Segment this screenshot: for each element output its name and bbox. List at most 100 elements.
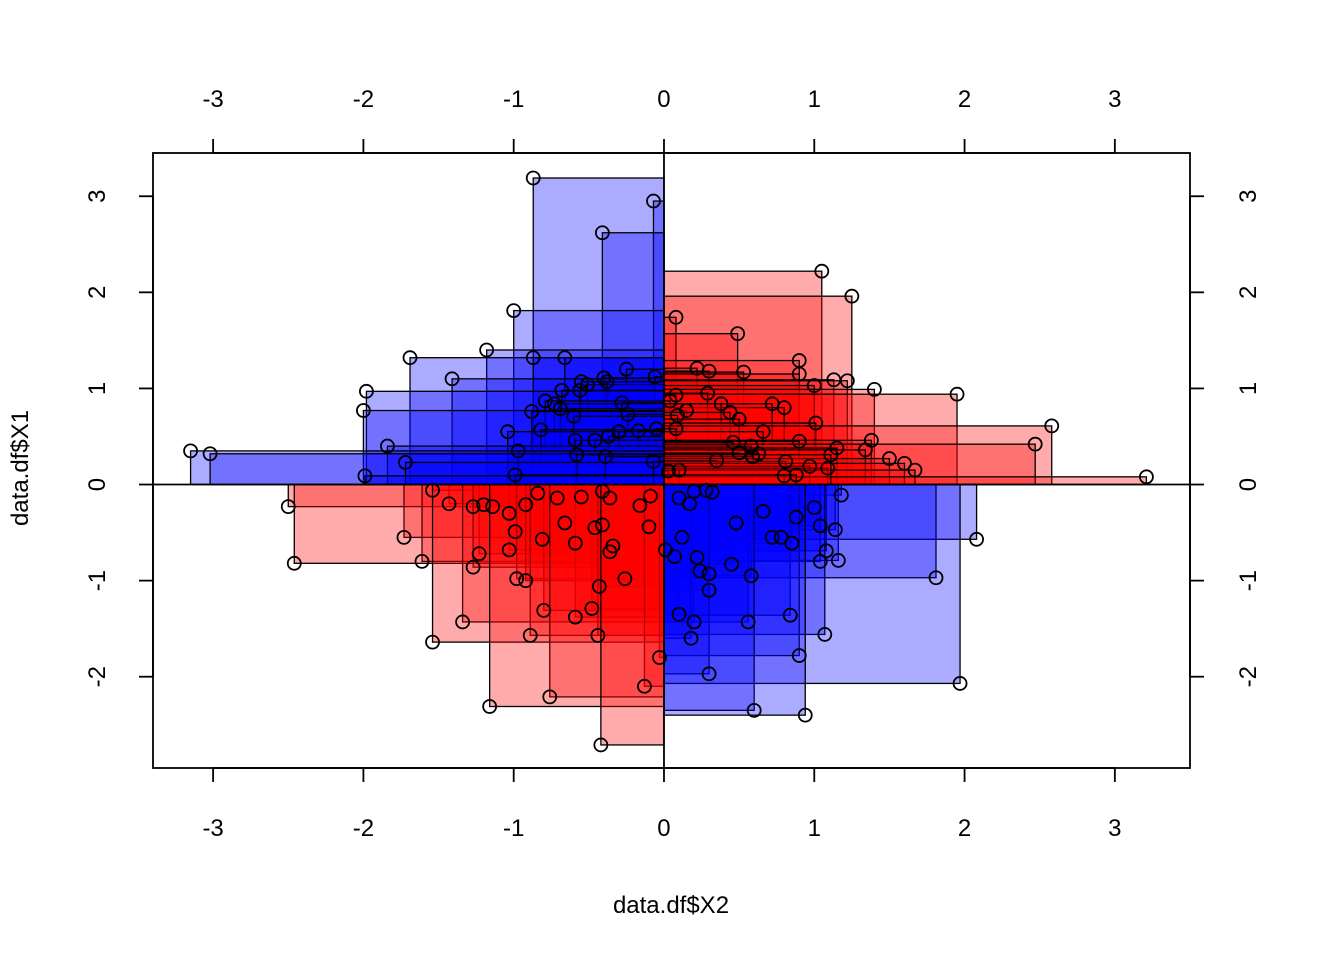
covariance-rect (574, 483, 665, 618)
covariance-rect (663, 483, 961, 685)
data-point (530, 485, 546, 501)
data-point (444, 371, 460, 387)
data-point (507, 467, 523, 483)
data-point (425, 634, 440, 650)
covariance-rect (591, 483, 665, 610)
data-point (471, 546, 487, 562)
data-point (455, 614, 470, 630)
covariance-rect (576, 454, 665, 486)
data-point (507, 524, 523, 540)
data-point (617, 571, 633, 587)
x-tick-label-top: 0 (657, 86, 670, 113)
data-point (679, 403, 694, 418)
data-point (683, 630, 699, 646)
x-tick-label-top: -1 (503, 86, 524, 113)
data-point (797, 707, 813, 723)
data-point (928, 570, 944, 586)
data-point (788, 509, 804, 525)
x-tick-label-bottom: 2 (958, 815, 971, 842)
x-tick-label-top: 1 (808, 86, 821, 113)
data-point (817, 627, 833, 642)
data-point (692, 563, 708, 579)
covariance-rect (488, 483, 665, 708)
data-point (587, 432, 603, 448)
data-point (686, 483, 702, 499)
covariance-rect (529, 483, 665, 637)
data-point (788, 467, 804, 483)
data-point (476, 497, 492, 513)
data-point (1044, 418, 1060, 434)
data-point (746, 702, 762, 718)
data-point (597, 449, 613, 465)
data-point (671, 606, 687, 622)
data-point (823, 447, 839, 463)
data-point (866, 381, 882, 397)
data-point (701, 582, 717, 598)
data-point (755, 504, 771, 519)
data-point (808, 415, 824, 431)
data-point (839, 373, 855, 389)
data-point (1027, 436, 1043, 452)
data-point (280, 499, 296, 515)
data-point (356, 403, 371, 418)
data-point (782, 607, 798, 623)
data-point (402, 350, 418, 366)
data-point (619, 361, 634, 377)
data-point (755, 424, 771, 440)
data-point (641, 519, 657, 535)
data-point (844, 288, 860, 304)
data-point (485, 499, 501, 515)
data-point (599, 374, 615, 390)
covariance-rect (663, 443, 1036, 486)
data-point (682, 496, 697, 512)
data-point (661, 463, 676, 479)
y-tick-label-left: -1 (84, 570, 111, 591)
data-point (357, 468, 373, 484)
y-tick-label-left: 3 (84, 190, 111, 203)
data-point (791, 433, 807, 449)
data-point (524, 404, 540, 419)
data-point (620, 406, 636, 422)
data-point (713, 396, 729, 412)
covariance-rect (609, 483, 665, 553)
data-point (646, 454, 661, 469)
data-point (533, 422, 549, 438)
x-tick-label-bottom: -3 (202, 815, 223, 842)
axes: -3 -3 -2 -2 -1 -1 0 0 1 1 2 2 3 3 -2 -2 -1 -1 0 0 1 1 2 2 3 3 (84, 86, 1262, 842)
covariance-rect (663, 483, 836, 531)
x-tick-label-bottom: 1 (808, 815, 821, 842)
covariance-rect (364, 475, 665, 486)
data-point (557, 515, 573, 531)
data-point (791, 366, 807, 382)
data-point (806, 378, 822, 393)
data-points (183, 170, 1154, 753)
x-tick-label-bottom: -1 (503, 815, 524, 842)
data-point (857, 442, 873, 458)
data-point (465, 559, 481, 575)
x-tick-label-top: 3 (1108, 86, 1121, 113)
data-point (587, 520, 603, 536)
data-point (731, 445, 747, 461)
data-point (778, 454, 794, 469)
data-point (745, 449, 761, 465)
data-point (506, 303, 522, 318)
data-point (591, 578, 607, 594)
data-point (827, 522, 843, 538)
data-point (202, 446, 218, 462)
data-point (701, 363, 717, 379)
x-tick-label-top: -3 (202, 86, 223, 113)
data-point (510, 443, 526, 459)
data-point (764, 529, 780, 545)
quadrant-rectangles (189, 177, 1148, 746)
data-point (573, 489, 589, 505)
data-point (549, 490, 565, 506)
data-point (557, 350, 573, 366)
data-point (897, 455, 912, 471)
data-point (572, 382, 588, 398)
data-point (764, 396, 780, 412)
data-point (594, 517, 610, 533)
data-point (724, 556, 740, 572)
data-point (820, 460, 836, 476)
data-point (632, 498, 648, 514)
y-tick-label-right: -1 (1235, 570, 1262, 591)
